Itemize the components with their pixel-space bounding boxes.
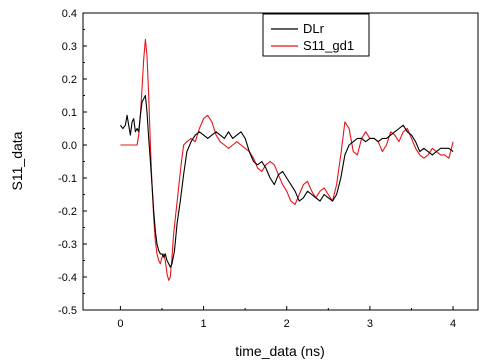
y-tick-label: -0.1 <box>58 173 77 185</box>
y-tick-label: 0.1 <box>62 107 77 119</box>
series-layer <box>119 38 454 281</box>
y-tick-label: 0.2 <box>62 74 77 86</box>
x-axis-title: time_data (ns) <box>235 343 324 359</box>
y-axis: -0.5 -0.4 -0.3 -0.2 -0.1 0.0 0.1 0.2 0.3 0.4 <box>58 8 87 317</box>
legend-box <box>262 13 370 57</box>
x-tick-label: 2 <box>284 318 290 330</box>
series-line-dlr <box>119 94 454 268</box>
legend: DLr S11_gd1 <box>262 13 370 57</box>
x-tick-label: 3 <box>367 318 373 330</box>
x-axis: 0 1 2 3 4 <box>117 306 456 330</box>
y-tick-label: 0.4 <box>62 8 77 20</box>
x-tick-label: 0 <box>117 318 123 330</box>
x-tick-label: 4 <box>450 318 456 330</box>
series-line-s11-gd1 <box>120 38 454 281</box>
y-tick-label: 0.0 <box>62 140 77 152</box>
y-tick-label: -0.5 <box>58 305 77 317</box>
y-tick-label: -0.4 <box>58 272 77 284</box>
y-axis-title: S11_data <box>9 131 25 190</box>
plot-area-frame <box>82 12 479 311</box>
y-tick-label: -0.2 <box>58 206 77 218</box>
x-tick-label: 1 <box>201 318 207 330</box>
legend-label-s11-gd1: S11_gd1 <box>303 38 354 53</box>
y-tick-label: -0.3 <box>58 239 77 251</box>
legend-label-dlr: DLr <box>303 21 325 36</box>
y-tick-label: 0.3 <box>62 41 77 53</box>
